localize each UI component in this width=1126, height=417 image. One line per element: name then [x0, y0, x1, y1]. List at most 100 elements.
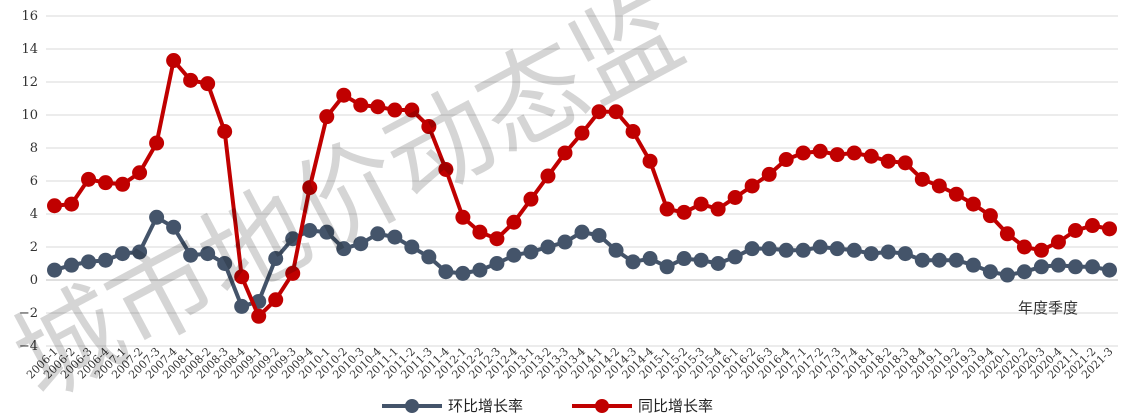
data-point [914, 171, 930, 187]
data-point [897, 155, 913, 171]
gridlines [46, 15, 1118, 347]
data-point [81, 254, 97, 270]
data-point [302, 223, 318, 238]
data-point [846, 242, 862, 258]
series-2 [47, 53, 1117, 324]
data-point [404, 102, 420, 118]
data-point [1101, 262, 1117, 278]
data-point [557, 145, 573, 161]
data-point [914, 252, 930, 268]
y-tick-label: 16 [21, 9, 38, 24]
data-point [642, 153, 658, 169]
data-point [710, 201, 726, 217]
data-point [217, 124, 233, 139]
data-point [982, 264, 998, 280]
legend-label: 环比增长率 [448, 397, 523, 415]
x-axis-label: 年度季度 [1018, 299, 1078, 317]
legend-item: 环比增长率 [382, 397, 523, 415]
data-point [948, 252, 964, 268]
data-point [404, 239, 420, 255]
data-point [132, 165, 148, 181]
data-point [149, 209, 165, 225]
data-point [965, 257, 981, 273]
data-point [81, 171, 97, 187]
data-point [523, 244, 539, 260]
data-point [506, 247, 522, 263]
data-point [421, 249, 437, 265]
data-point [761, 166, 777, 182]
data-point [132, 244, 148, 260]
data-point [370, 226, 386, 242]
data-point [489, 231, 505, 247]
data-point [829, 241, 845, 257]
data-point [965, 196, 981, 212]
data-point [353, 236, 369, 252]
data-point [744, 178, 760, 194]
data-point [778, 152, 794, 168]
data-point [285, 265, 301, 281]
data-point [506, 214, 522, 230]
y-axis-ticks: −4 −2 0 2 4 6 8 10 12 14 16 [19, 9, 38, 354]
data-point [608, 104, 624, 120]
data-point [1084, 259, 1100, 275]
data-point [200, 246, 216, 262]
data-point [642, 251, 658, 267]
data-point [149, 135, 165, 151]
data-point [268, 251, 284, 267]
data-point [574, 125, 590, 141]
data-point [897, 246, 913, 262]
data-point [880, 153, 896, 169]
data-point [285, 231, 301, 247]
data-point [353, 97, 369, 113]
legend: 环比增长率 同比增长率 [382, 397, 713, 415]
data-point [829, 147, 845, 163]
data-point [489, 256, 505, 271]
data-point [47, 262, 63, 278]
data-point [540, 168, 556, 184]
data-point [336, 241, 352, 257]
y-tick-label: −4 [19, 339, 38, 354]
data-point [302, 180, 318, 196]
data-point [1084, 218, 1100, 234]
data-point [795, 242, 811, 258]
legend-swatch-marker [405, 399, 419, 413]
data-point [64, 196, 80, 212]
data-point [64, 257, 80, 273]
data-point [234, 269, 250, 285]
data-point [948, 186, 964, 202]
data-point [931, 178, 947, 194]
data-point [591, 104, 607, 120]
data-point [523, 191, 539, 207]
y-tick-label: 2 [30, 240, 38, 255]
data-point [115, 246, 131, 262]
data-point [608, 242, 624, 258]
data-point [574, 224, 590, 240]
data-point [727, 249, 743, 265]
data-point [676, 204, 692, 220]
data-point [557, 234, 573, 250]
y-tick-label: 14 [21, 42, 38, 57]
data-point [1033, 259, 1049, 275]
data-point [727, 190, 743, 205]
series-1 [47, 209, 1117, 314]
data-point [234, 298, 250, 314]
data-point [931, 252, 947, 268]
y-tick-label: 0 [30, 273, 38, 288]
y-tick-label: 10 [21, 108, 38, 123]
legend-item: 同比增长率 [572, 397, 713, 415]
data-point [1101, 221, 1117, 237]
data-point [1016, 264, 1032, 280]
data-point [421, 119, 437, 135]
data-point [387, 229, 403, 245]
data-point [710, 256, 726, 271]
data-point [625, 124, 641, 139]
legend-swatch-marker [595, 399, 609, 413]
data-point [98, 252, 114, 268]
data-point [591, 227, 607, 243]
data-point [370, 99, 386, 115]
data-point [693, 252, 709, 268]
series-layer [47, 53, 1117, 324]
data-point [387, 102, 403, 118]
data-point [166, 53, 182, 69]
